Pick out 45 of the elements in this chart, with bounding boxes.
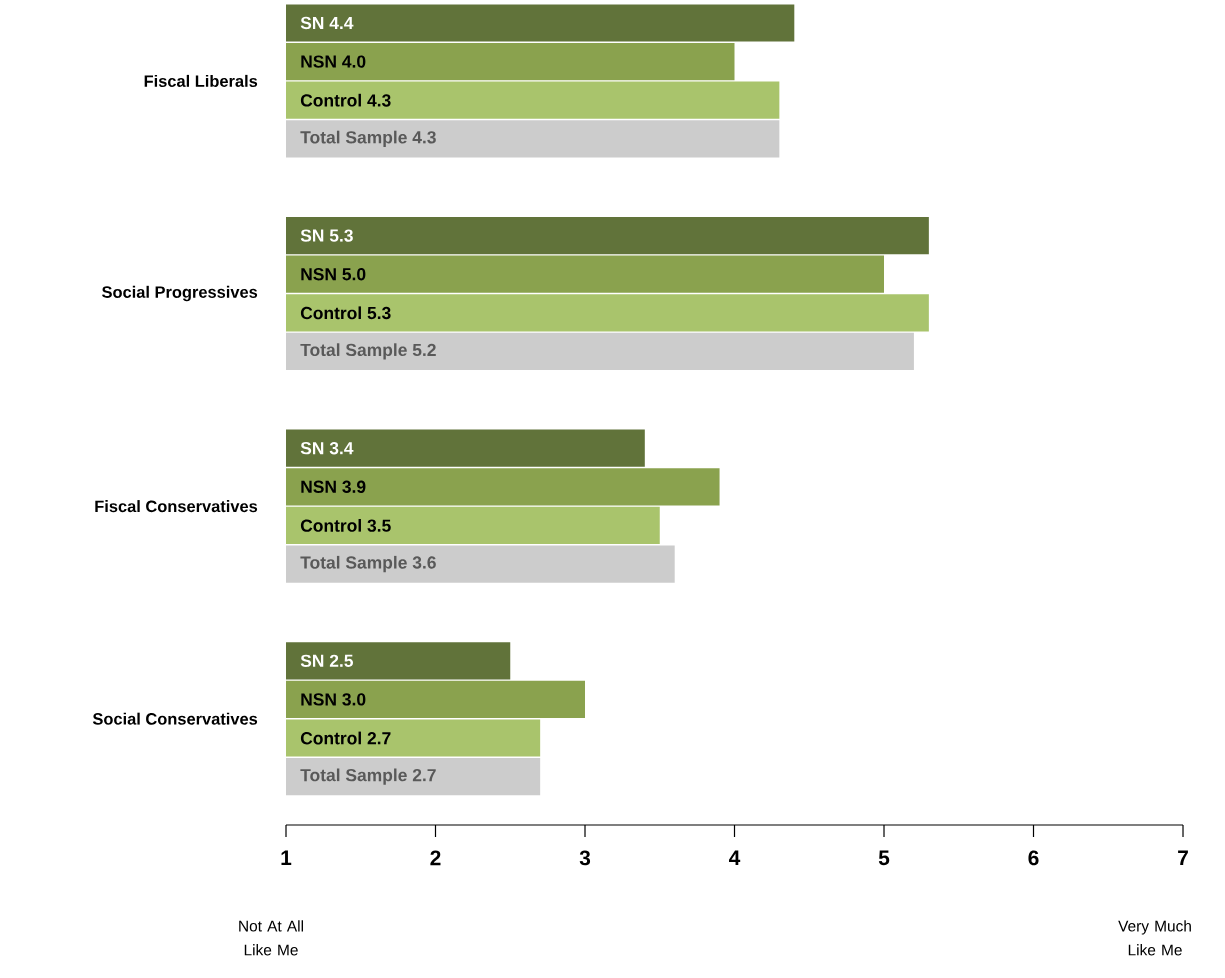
y-tick-label: Social Conservatives	[92, 712, 258, 725]
text: SN	[300, 442, 324, 455]
x-tick-label: 3	[579, 850, 591, 866]
data-label: 2.5	[329, 654, 354, 667]
data-label: 3.0	[342, 693, 366, 706]
series-label: Total Sample	[300, 343, 407, 360]
text: Total Sample	[300, 130, 407, 147]
data-label: 5.0	[342, 268, 366, 281]
text: Very Much Like Me	[1118, 920, 1191, 956]
data-label: 4.0	[342, 55, 366, 68]
data-label: 2.7	[412, 768, 436, 782]
text: Control	[300, 518, 361, 532]
x-tick-label: 1	[281, 850, 292, 865]
x-tick-label: 6	[1028, 850, 1039, 866]
text: NSN	[301, 55, 336, 68]
text: NSN	[301, 693, 336, 706]
y-tick-label: Social Progressives	[102, 285, 258, 302]
data-label: 3.9	[342, 480, 366, 493]
y-tick-label: Fiscal Conservatives	[95, 500, 258, 513]
data-label: 4.3	[412, 131, 436, 144]
text: Total Sample	[300, 555, 407, 573]
series-label: Control	[300, 93, 361, 107]
data-label: 4.3	[367, 94, 391, 107]
series-label: NSN	[301, 480, 336, 493]
x-tick-label: 7	[1178, 850, 1188, 865]
y-tick-label: Fiscal Liberals	[144, 74, 258, 87]
text: Control	[300, 731, 361, 745]
data-label: 3.5	[367, 519, 391, 532]
x-tick-label: 5	[878, 850, 890, 866]
data-label: 5.2	[412, 343, 436, 357]
series-label: SN	[300, 229, 324, 242]
x-tick-label: 2	[430, 850, 441, 866]
data-label: 3.4	[329, 442, 354, 455]
text: NSN	[301, 268, 336, 281]
data-label: 4.4	[329, 17, 354, 29]
text: SN	[300, 654, 324, 667]
data-label: 3.6	[412, 556, 436, 569]
data-label: 5.3	[367, 306, 391, 320]
text: SN	[300, 16, 324, 30]
x-tick-label: 4	[729, 850, 741, 865]
text: Not At All Like Me	[239, 920, 303, 956]
data-label: 5.3	[329, 229, 353, 242]
text: Control	[300, 306, 361, 320]
text: Total Sample	[300, 768, 407, 785]
data-label: 2.7	[367, 732, 391, 745]
